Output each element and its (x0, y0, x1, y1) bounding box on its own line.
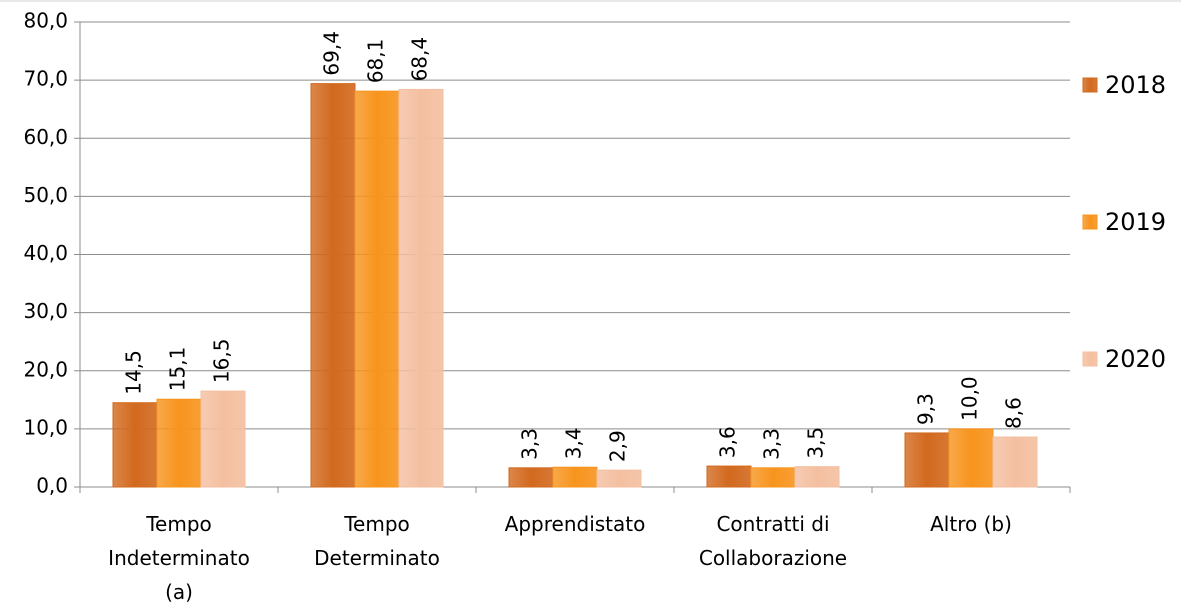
legend-label: 2018 (1105, 71, 1166, 99)
value-label: 3,6 (716, 426, 740, 458)
bar (354, 90, 400, 488)
y-tick-label: 30,0 (23, 299, 68, 323)
x-tick-label: Apprendistato (505, 512, 646, 536)
value-label: 8,6 (1002, 397, 1026, 429)
bar (156, 398, 202, 488)
value-label: 2,9 (606, 430, 630, 462)
y-tick-label: 50,0 (23, 183, 68, 207)
bar (200, 390, 246, 488)
value-label: 3,3 (760, 428, 784, 460)
value-label: 3,5 (804, 427, 828, 459)
bar (904, 432, 950, 488)
value-label: 68,4 (408, 37, 432, 82)
value-label: 16,5 (210, 339, 234, 384)
x-tick-label: Contratti di Collaborazione (699, 512, 847, 570)
value-label: 15,1 (166, 347, 190, 392)
value-label: 9,3 (914, 393, 938, 425)
value-label: 3,3 (518, 428, 542, 460)
bar (508, 467, 554, 488)
bar (706, 465, 752, 488)
legend-swatch (1082, 77, 1098, 93)
bar (112, 402, 158, 488)
bar (794, 466, 840, 488)
x-tick-label: Altro (b) (930, 512, 1012, 536)
x-tick-label: Tempo Determinato (314, 512, 440, 570)
bar (398, 88, 444, 488)
bar (948, 428, 994, 488)
value-label: 10,0 (958, 376, 982, 421)
y-tick-label: 60,0 (23, 125, 68, 149)
value-label: 14,5 (122, 350, 146, 395)
value-label: 69,4 (320, 31, 344, 76)
legend-label: 2020 (1105, 345, 1166, 373)
value-label: 68,1 (364, 39, 388, 84)
legend-swatch (1082, 351, 1098, 367)
bar (596, 469, 642, 488)
bar (750, 467, 796, 488)
bar (552, 466, 598, 488)
bar (310, 83, 356, 488)
y-tick-label: 20,0 (23, 357, 68, 381)
y-tick-label: 80,0 (23, 9, 68, 33)
value-label: 3,4 (562, 427, 586, 459)
bar (992, 436, 1038, 488)
y-tick-label: 0,0 (36, 474, 68, 498)
y-tick-label: 70,0 (23, 67, 68, 91)
legend-label: 2019 (1105, 208, 1166, 236)
y-tick-label: 10,0 (23, 415, 68, 439)
legend-swatch (1082, 214, 1098, 230)
y-tick-label: 40,0 (23, 241, 68, 265)
x-tick-label: Tempo Indeterminato (a) (108, 512, 250, 604)
